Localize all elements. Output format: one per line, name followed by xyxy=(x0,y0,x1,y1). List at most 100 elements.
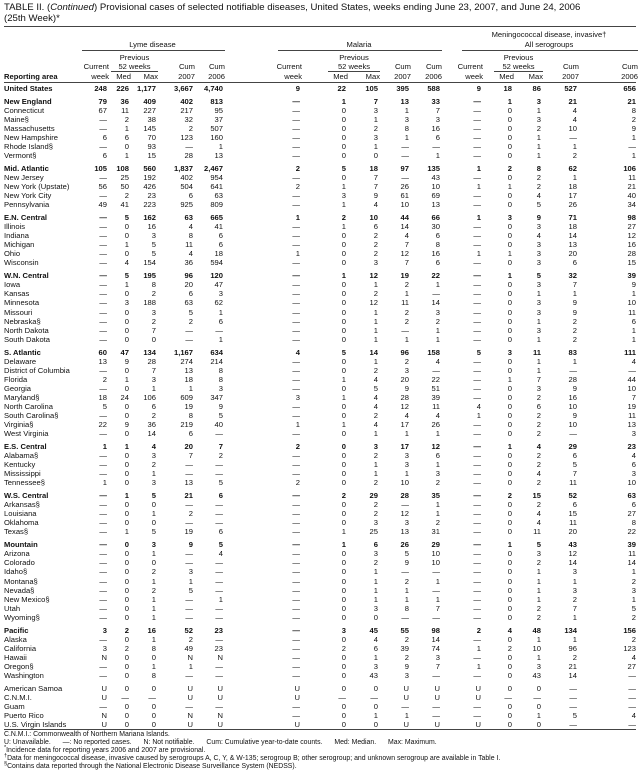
mening-current-week-cell: — xyxy=(473,491,481,501)
malaria-prev-max-cell: 18 xyxy=(369,163,378,173)
malaria-cum-2006-cell: 7 xyxy=(435,603,440,613)
mening-prev-med-cell: 4 xyxy=(507,625,512,635)
mening-prev-med-cell: 0 xyxy=(507,240,512,250)
mening-prev-max-cell: 5 xyxy=(536,200,541,210)
malaria-prev-max-cell: 3 xyxy=(373,133,378,143)
table-row: New Jersey —25 192 402 954—0 7—43—0 2 1 11 xyxy=(4,173,636,182)
mening-cum-2007-cell: 6 xyxy=(572,500,577,510)
mening-cum-2007-cell: 9 xyxy=(572,411,577,421)
malaria-cum-2006-cell: 51 xyxy=(431,383,440,393)
mening-cum-2007-cell: 1 xyxy=(572,142,577,152)
mening-cum-2006-cell: — xyxy=(628,720,636,730)
lyme-prev-med-cell: 0 xyxy=(124,509,129,519)
malaria-prev-max-cell: 0 xyxy=(373,683,378,693)
lyme-current-week-cell: — xyxy=(99,429,107,439)
malaria-cum-2007-cell: 4 xyxy=(404,411,409,421)
malaria-cum-2006-cell: U xyxy=(434,692,440,702)
lyme-prev-med-cell: 0 xyxy=(124,661,129,671)
mening-prev-max-cell: 1 xyxy=(536,634,541,644)
lyme-prev-max-cell: 188 xyxy=(143,298,156,308)
mening-prev-max-cell: 1 xyxy=(536,316,541,326)
mening-prev-med-cell: 0 xyxy=(507,612,512,622)
reporting-area-cell: South Dakota xyxy=(4,334,51,344)
col-cum: Cum xyxy=(562,62,579,71)
lyme-prev-med-cell: 25 xyxy=(120,173,129,183)
mening-prev-max-cell: 2 xyxy=(536,451,541,461)
malaria-current-week-cell: — xyxy=(292,576,300,586)
malaria-cum-2007-cell: 1 xyxy=(404,133,409,143)
malaria-prev-max-cell: 3 xyxy=(373,549,378,559)
mening-prev-med-cell: 0 xyxy=(507,594,512,604)
legend-no-cases: —: No reported cases. xyxy=(62,739,132,746)
table-row: Mississippi — 0 1 — — — 0 1 1 3 — 0 4 7 3 xyxy=(4,469,636,478)
lyme-cum-2007-cell: 1,167 xyxy=(173,347,193,357)
lyme-prev-med-cell: 0 xyxy=(124,603,129,613)
lyme-cum-2006-cell: 1 xyxy=(218,307,223,317)
reporting-area-cell: North Dakota xyxy=(4,325,49,335)
table-row: California 3 2 8 49 23 — 2 6 39 74 1 2 10 96 123 xyxy=(4,644,636,653)
mening-prev-max-cell: 3 xyxy=(536,258,541,268)
malaria-cum-2006-cell: 1 xyxy=(435,334,440,344)
malaria-cum-2007-cell: U xyxy=(403,683,409,693)
malaria-cum-2006-cell: 16 xyxy=(431,123,440,133)
mening-prev-med-cell: 0 xyxy=(507,142,512,152)
malaria-cum-2007-cell: — xyxy=(401,173,409,183)
mening-cum-2007-cell: — xyxy=(569,683,577,693)
mening-prev-med-cell: 3 xyxy=(507,347,512,357)
table-row: Utah — 0 1 — — — 0 3 8 7 — 0 2 7 5 xyxy=(4,604,636,613)
lyme-current-week-cell: — xyxy=(99,307,107,317)
mening-prev-med-cell: 2 xyxy=(507,163,512,173)
reporting-area-cell: Indiana xyxy=(4,231,29,241)
col-max: Max xyxy=(365,72,380,81)
mening-cum-2006-cell: 39 xyxy=(627,271,636,281)
footnote-text: Data for meningococcal disease, invasive… xyxy=(7,755,501,762)
malaria-prev-med-cell: 1 xyxy=(341,96,346,106)
lyme-cum-2006-cell: 2 xyxy=(218,451,223,461)
malaria-cum-2006-cell: 7 xyxy=(435,105,440,115)
malaria-cum-2007-cell: 1 xyxy=(404,334,409,344)
table-row: C.N.M.I. U — — U U U — — U U U — — — — xyxy=(4,693,636,702)
mening-cum-2007-cell: 32 xyxy=(568,271,577,281)
mening-cum-2006-cell: 14 xyxy=(627,558,636,568)
malaria-prev-med-cell: 0 xyxy=(341,469,346,479)
malaria-cum-2006-cell: — xyxy=(432,671,440,681)
lyme-cum-2006-cell: 1 xyxy=(218,334,223,344)
lyme-prev-max-cell: 5 xyxy=(151,249,156,259)
malaria-cum-2007-cell: 5 xyxy=(404,549,409,559)
reporting-area-cell: Utah xyxy=(4,603,21,613)
mening-prev-max-cell: 0 xyxy=(536,720,541,730)
previous-rule xyxy=(111,71,158,72)
table-row: Iowa — 1 8 20 47 — 0 1 2 1 — 0 3 7 9 xyxy=(4,280,636,289)
mening-prev-max-cell: 5 xyxy=(536,271,541,281)
malaria-prev-max-cell: 1 xyxy=(373,585,378,595)
mening-cum-2006-cell: 4 xyxy=(631,451,636,461)
malaria-current-week-cell: U xyxy=(294,720,300,730)
lyme-cum-2006-cell: 6 xyxy=(218,231,223,241)
reporting-area-cell: Oklahoma xyxy=(4,518,39,528)
mening-cum-2006-cell: — xyxy=(628,671,636,681)
mening-cum-2007-cell: 13 xyxy=(568,240,577,250)
mening-current-week-cell: — xyxy=(473,549,481,559)
lyme-cum-2007-cell: — xyxy=(185,603,193,613)
malaria-cum-2007-cell: 1 xyxy=(404,289,409,299)
malaria-cum-2006-cell: 135 xyxy=(427,163,440,173)
lyme-current-week-cell: 1 xyxy=(102,478,107,488)
col-previous: Previous xyxy=(119,53,150,62)
malaria-prev-max-cell: 2 xyxy=(373,289,378,299)
mening-cum-2007-cell: — xyxy=(569,692,577,702)
lyme-cum-2007-cell: 13 xyxy=(184,365,193,375)
mening-cum-2006-cell: — xyxy=(628,142,636,152)
lyme-current-week-cell: — xyxy=(99,661,107,671)
lyme-cum-2007-cell: 2 xyxy=(188,316,193,326)
malaria-prev-med-cell: 1 xyxy=(341,392,346,402)
lyme-cum-2006-cell: 18 xyxy=(214,249,223,259)
lyme-current-week-cell: — xyxy=(99,123,107,133)
table-row: Delaware 13 9 28 274 214 — 0 1 2 4 — 0 1 1 4 xyxy=(4,357,636,366)
mening-cum-2006-cell: 21 xyxy=(627,96,636,106)
malaria-prev-med-cell: 22 xyxy=(337,84,346,93)
mening-cum-2006-cell: 123 xyxy=(623,643,636,653)
lyme-prev-med-cell: 5 xyxy=(124,213,129,222)
legend-max: Max: Maximum. xyxy=(388,739,437,746)
mening-cum-2007-cell: 7 xyxy=(572,469,577,479)
malaria-cum-2007-cell: 395 xyxy=(396,84,409,93)
